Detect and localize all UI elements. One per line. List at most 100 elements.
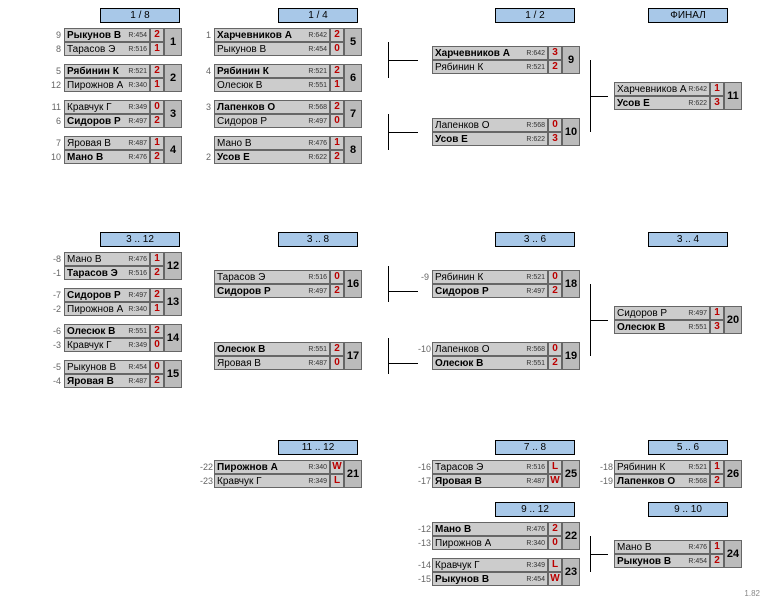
player-cell: Усов Е R:622: [432, 132, 548, 146]
seed: -22: [200, 462, 214, 472]
player-cell: Тарасов ЭR:516: [64, 266, 150, 280]
player-rating: R:340: [526, 540, 545, 547]
seed: -23: [200, 476, 214, 486]
player-rating: R:551: [308, 82, 327, 89]
player-name: Сидоров Р: [617, 308, 667, 319]
match-row: Олесюк ВR:5512: [200, 342, 344, 356]
seed: -17: [418, 476, 432, 486]
player-rating: R:642: [688, 86, 707, 93]
player-name: Рыкунов В: [67, 362, 116, 373]
player-cell: Рябинин КR:521: [614, 460, 710, 474]
score: 0: [330, 356, 344, 370]
player-name: Мано В: [217, 138, 252, 149]
player-rating: R:497: [308, 118, 327, 125]
match-number: 18: [562, 270, 580, 298]
player-rating: R:642: [526, 50, 545, 57]
match-5: 1Харчевников АR:6422Рыкунов ВR:45405: [200, 28, 362, 56]
player-rating: R:568: [526, 122, 545, 129]
player-name: Усов Е: [617, 98, 650, 109]
match-15: -5Рыкунов ВR:4540-4Яровая ВR:487215: [50, 360, 182, 388]
score: W: [548, 474, 562, 488]
score: 2: [150, 288, 164, 302]
player-cell: Харчевников АR:642: [214, 28, 330, 42]
match-row: -18Рябинин КR:5211: [600, 460, 724, 474]
player-rating: R:622: [526, 136, 545, 143]
player-name: Лапенков О: [435, 344, 490, 355]
score: 1: [150, 42, 164, 56]
match-number: 7: [344, 100, 362, 128]
player-rating: R:516: [128, 270, 147, 277]
player-name: Пирожнов А: [67, 304, 123, 315]
score: 1: [150, 252, 164, 266]
match-row: 3Лапенков ОR:5682: [200, 100, 344, 114]
player-cell: Сидоров РR:497: [432, 284, 548, 298]
player-cell: Пирожнов АR:340: [64, 302, 150, 316]
match-26: -18Рябинин КR:5211-19Лапенков ОR:568226: [600, 460, 742, 488]
seed: -3: [50, 340, 64, 350]
player-name: Яровая В: [67, 376, 114, 387]
score: 1: [710, 82, 724, 96]
player-name: Сидоров Р: [217, 116, 267, 127]
player-name: Харчевников А: [217, 30, 292, 41]
seed: -9: [418, 272, 432, 282]
player-cell: Мано ВR:476: [214, 136, 330, 150]
match-row: 8Тарасов ЭR:5161: [50, 42, 164, 56]
match-row: 1Харчевников АR:6422: [200, 28, 344, 42]
player-rating: R:521: [526, 274, 545, 281]
match-row: 4Рябинин КR:5212: [200, 64, 344, 78]
seed: -6: [50, 326, 64, 336]
player-cell: Лапенков ОR:568: [432, 342, 548, 356]
player-rating: R:454: [308, 46, 327, 53]
score: 3: [548, 132, 562, 146]
player-rating: R:487: [526, 478, 545, 485]
match-row: 2Усов ЕR:6222: [200, 150, 344, 164]
player-cell: Олесюк ВR:551: [64, 324, 150, 338]
score: 2: [548, 522, 562, 536]
score: 2: [548, 60, 562, 74]
seed: -16: [418, 462, 432, 472]
match-19: -10Лапенков ОR:5680Олесюк ВR:551219: [418, 342, 580, 370]
match-row: -6Олесюк ВR:5512: [50, 324, 164, 338]
match-number: 17: [344, 342, 362, 370]
player-name: Яровая В: [67, 138, 111, 149]
match-1: 9Рыкунов ВR:45428Тарасов ЭR:51611: [50, 28, 182, 56]
match-row: 12Пирожнов АR:3401: [50, 78, 164, 92]
match-row: Сидоров РR:4972: [418, 284, 562, 298]
match-row: -23Кравчук ГR:349L: [200, 474, 344, 488]
connector-line: [388, 338, 389, 374]
player-cell: Харчевников АR:642: [432, 46, 548, 60]
match-row: Рыкунов ВR:4540: [200, 42, 344, 56]
match-row: Лапенков ОR:5680: [418, 118, 562, 132]
player-cell: Рябинин КR:521: [432, 60, 548, 74]
match-row: Олесюк ВR:5511: [200, 78, 344, 92]
player-rating: R:521: [308, 68, 327, 75]
player-cell: Олесюк ВR:551: [432, 356, 548, 370]
player-cell: Рябинин КR:521: [214, 64, 330, 78]
score: 2: [330, 150, 344, 164]
match-row: Усов ЕR:6223: [600, 96, 724, 110]
match-row: 11Кравчук ГR:3490: [50, 100, 164, 114]
player-name: Усов Е: [435, 134, 468, 145]
match-number: 25: [562, 460, 580, 488]
match-row: -14Кравчук ГR:349L: [418, 558, 562, 572]
connector-line: [590, 554, 608, 555]
match-number: 14: [164, 324, 182, 352]
player-rating: R:521: [128, 68, 147, 75]
player-rating: R:476: [128, 256, 147, 263]
score: 1: [150, 78, 164, 92]
player-rating: R:551: [308, 346, 327, 353]
match-16: Тарасов ЭR:5160Сидоров РR:497216: [200, 270, 362, 298]
player-cell: Яровая ВR:487: [64, 136, 150, 150]
player-rating: R:349: [526, 562, 545, 569]
seed: 4: [200, 66, 214, 76]
round-header-r56: 5 .. 6: [648, 440, 728, 455]
match-23: -14Кравчук ГR:349L-15Рыкунов ВR:454W23: [418, 558, 580, 586]
match-number: 3: [164, 100, 182, 128]
player-rating: R:516: [128, 46, 147, 53]
version-label: 1.82: [744, 589, 760, 598]
score: 1: [330, 136, 344, 150]
round-header-r34: 3 .. 4: [648, 232, 728, 247]
player-name: Пирожнов А: [435, 538, 491, 549]
seed: -15: [418, 574, 432, 584]
match-row: -12Мано ВR:4762: [418, 522, 562, 536]
